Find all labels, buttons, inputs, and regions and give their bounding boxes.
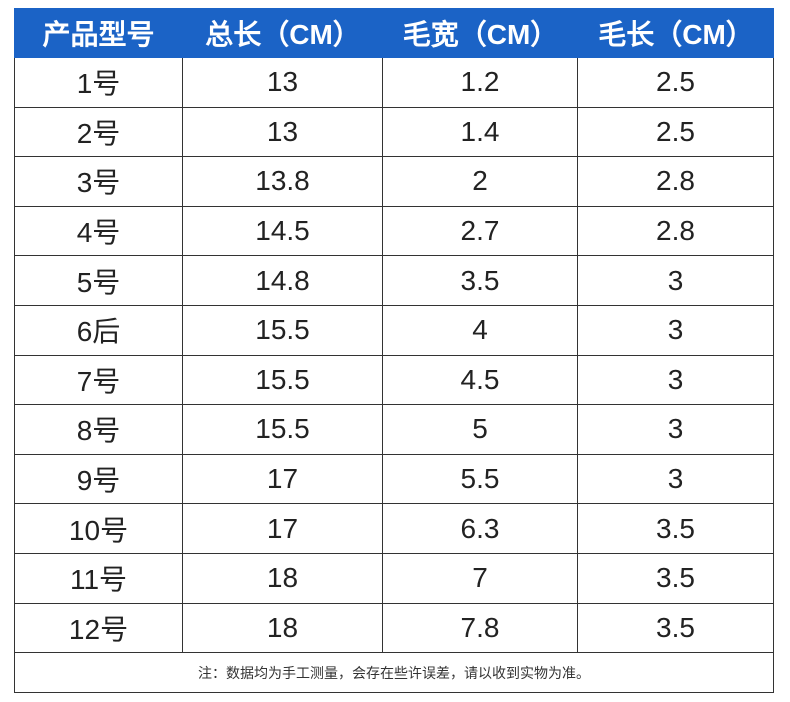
value-cell: 1.2 — [383, 58, 578, 108]
model-cell: 11号 — [14, 553, 183, 604]
header-cell: 毛宽（CM） — [402, 19, 559, 50]
model-cell: 6后 — [14, 305, 183, 356]
model-cell: 1号 — [14, 58, 183, 108]
table-row: 1号 13 1.2 2.5 — [14, 58, 774, 108]
header-cell: 毛长（CM） — [598, 19, 754, 50]
model-cell: 10号 — [14, 504, 183, 554]
model-cell: 7号 — [14, 355, 183, 406]
table-row: 7号 15.5 4.5 3 — [14, 355, 774, 406]
table-row: 9号 17 5.5 3 — [14, 454, 774, 505]
value-cell: 3 — [578, 305, 774, 356]
value-cell: 4.5 — [383, 355, 578, 406]
value-cell: 15.5 — [183, 305, 383, 356]
model-cell: 3号 — [14, 157, 183, 207]
value-cell: 2 — [383, 157, 578, 207]
value-cell: 18 — [183, 603, 383, 654]
table-row: 11号 18 7 3.5 — [14, 553, 774, 604]
table-row: 5号 14.8 3.5 3 — [14, 256, 774, 306]
value-cell: 6.3 — [383, 504, 578, 554]
value-cell: 3.5 — [578, 504, 774, 554]
note: 注：数据均为手工测量，会存在些许误差，请以收到实物为准。 — [14, 653, 774, 694]
value-cell: 14.8 — [183, 256, 383, 306]
value-cell: 3 — [578, 454, 774, 505]
value-cell: 15.5 — [183, 355, 383, 406]
value-cell: 17 — [183, 504, 383, 554]
value-cell: 7.8 — [383, 603, 578, 654]
value-cell: 7 — [383, 553, 578, 604]
table-row: 8号 15.5 5 3 — [14, 405, 774, 455]
model-cell: 9号 — [14, 454, 183, 505]
value-cell: 14.5 — [183, 206, 383, 257]
value-cell: 3 — [578, 256, 774, 306]
value-cell: 5 — [383, 405, 578, 455]
model-cell: 8号 — [14, 405, 183, 455]
value-cell: 15.5 — [183, 405, 383, 455]
value-cell: 13 — [183, 107, 383, 158]
value-cell: 2.5 — [578, 107, 774, 158]
model-cell: 5号 — [14, 256, 183, 306]
value-cell: 2.7 — [383, 206, 578, 257]
table-body: 1号 13 1.2 2.5 2号 13 1.4 2.5 3号 13.8 2 2.8 4号 14.5 2.7 2… — [14, 58, 774, 654]
table-row: 6后 15.5 4 3 — [14, 305, 774, 356]
header-row: 产品型号 总长（CM） 毛宽（CM） 毛长（CM） — [14, 8, 774, 58]
value-cell: 1.4 — [383, 107, 578, 158]
table-row: 4号 14.5 2.7 2.8 — [14, 206, 774, 257]
value-cell: 18 — [183, 553, 383, 604]
value-cell: 2.8 — [578, 157, 774, 207]
value-cell: 4 — [383, 305, 578, 356]
model-cell: 2号 — [14, 107, 183, 158]
table-row: 3号 13.8 2 2.8 — [14, 157, 774, 207]
header-cell: 总长（CM） — [205, 19, 361, 50]
table-row: 10号 17 6.3 3.5 — [14, 504, 774, 554]
table-row: 12号 18 7.8 3.5 — [14, 603, 774, 654]
header-cell: 产品型号 — [42, 19, 155, 50]
value-cell: 5.5 — [383, 454, 578, 505]
value-cell: 3.5 — [578, 603, 774, 654]
value-cell: 3 — [578, 405, 774, 455]
table-row: 2号 13 1.4 2.5 — [14, 107, 774, 158]
value-cell: 3.5 — [383, 256, 578, 306]
value-cell: 2.8 — [578, 206, 774, 257]
size-table: 产品型号 总长（CM） 毛宽（CM） 毛长（CM） 1号 13 1.2 2.5 2号 13 1.4… — [14, 8, 774, 694]
value-cell: 3.5 — [578, 553, 774, 604]
model-cell: 12号 — [14, 603, 183, 654]
value-cell: 13 — [183, 58, 383, 108]
value-cell: 17 — [183, 454, 383, 505]
value-cell: 2.5 — [578, 58, 774, 108]
value-cell: 3 — [578, 355, 774, 406]
value-cell: 13.8 — [183, 157, 383, 207]
model-cell: 4号 — [14, 206, 183, 257]
